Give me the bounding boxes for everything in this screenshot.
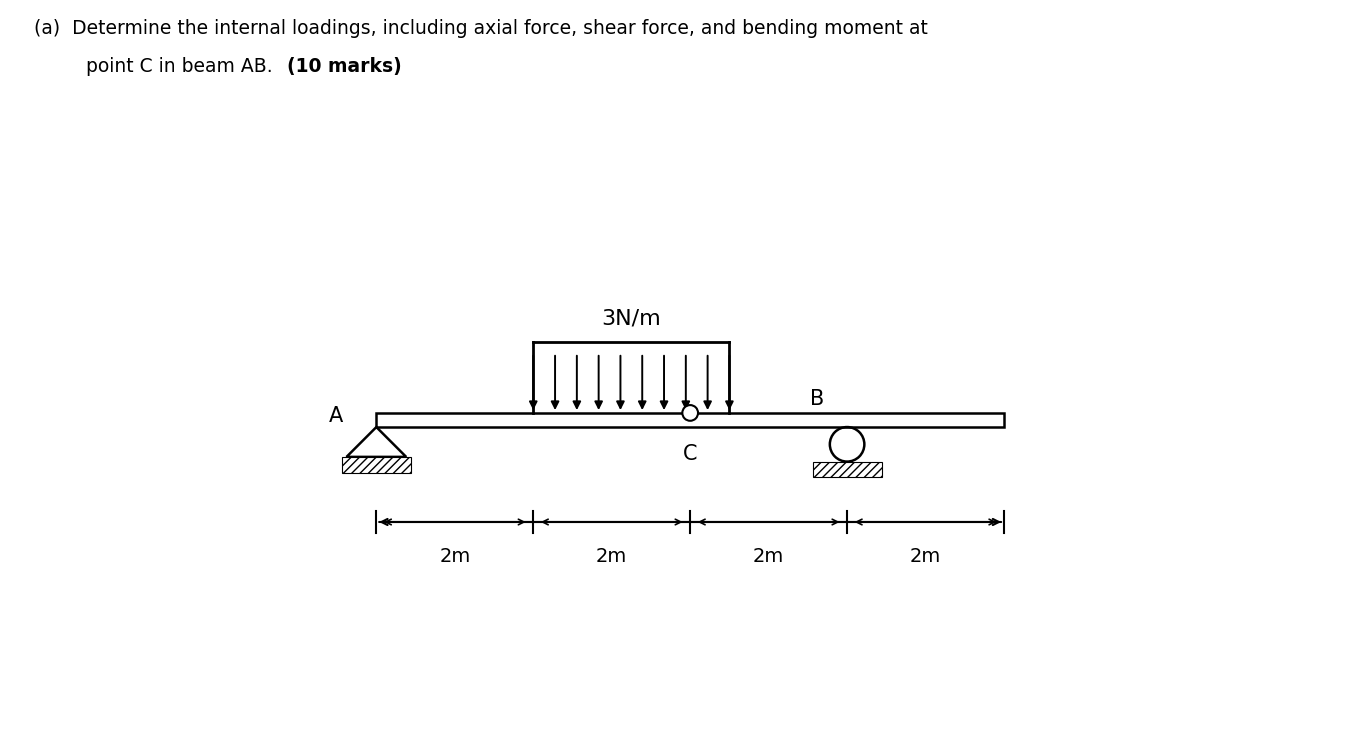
Bar: [813, 461, 881, 477]
Circle shape: [682, 405, 699, 421]
Text: (10 marks): (10 marks): [287, 57, 402, 75]
Text: 3N/m: 3N/m: [602, 308, 661, 328]
Bar: [342, 457, 411, 473]
Text: (a)  Determine the internal loadings, including axial force, shear force, and be: (a) Determine the internal loadings, inc…: [34, 19, 928, 38]
Text: 2m: 2m: [439, 547, 470, 566]
Text: point C in beam AB.: point C in beam AB.: [86, 57, 278, 75]
Text: 2m: 2m: [597, 547, 628, 566]
Text: C: C: [682, 444, 697, 464]
Text: 2m: 2m: [753, 547, 785, 566]
Text: B: B: [810, 389, 824, 409]
Bar: [376, 413, 1004, 427]
Text: 2m: 2m: [910, 547, 941, 566]
Text: A: A: [328, 406, 343, 426]
